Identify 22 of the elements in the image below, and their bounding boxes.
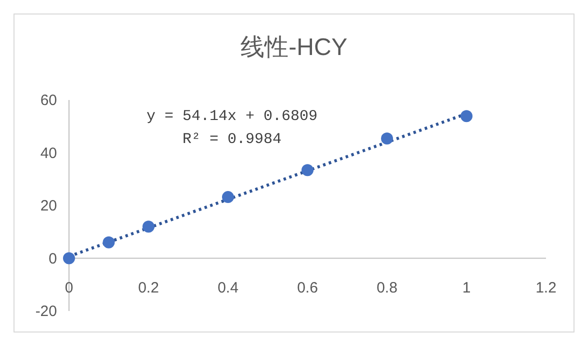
chart-title: 线性-HCY — [240, 34, 348, 61]
y-tick-label: 20 — [40, 198, 57, 214]
point — [460, 110, 472, 122]
annotation: R² = 0.9984 — [182, 131, 282, 148]
point — [302, 164, 314, 176]
point — [381, 132, 393, 145]
point — [102, 236, 115, 248]
x-tick-label: 1 — [462, 279, 471, 296]
annotation: y = 54.14x + 0.6809 — [146, 108, 318, 125]
y-tick-label: 40 — [40, 144, 57, 162]
point — [63, 252, 75, 264]
x-tick-label: 0.2 — [138, 279, 159, 296]
x-tick-label: 0.6 — [297, 279, 318, 296]
x-tick-label: 0.4 — [218, 279, 238, 296]
y-tick-label: 60 — [40, 92, 57, 109]
x-tick-label: 0.8 — [376, 279, 398, 296]
x-tick-label: 0 — [64, 279, 74, 296]
y-tick-label: 0 — [48, 250, 57, 268]
point — [222, 191, 234, 204]
y-tick-label: -20 — [35, 303, 57, 320]
x-tick-label: 1.2 — [536, 279, 556, 296]
point — [142, 220, 154, 233]
